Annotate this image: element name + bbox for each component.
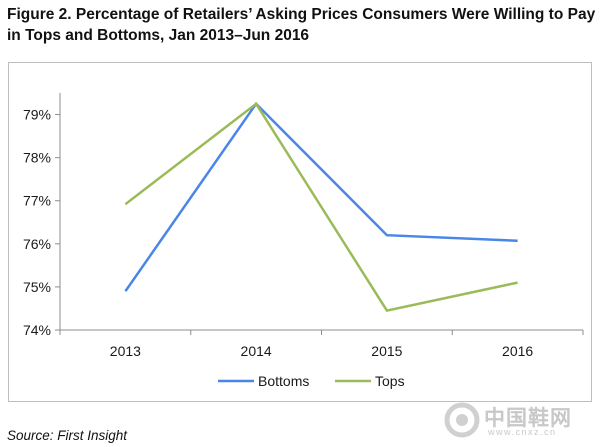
legend: Bottoms Tops [218,373,405,389]
x-axis-ticks: 2013 2014 2015 2016 [59,330,584,359]
y-axis-ticks: 74% 75% 76% 77% 78% 79% [23,107,60,338]
x-tick-label: 2013 [110,343,141,359]
watermark: 中国鞋网 www.cnxz.cn [442,400,592,440]
y-tick-label: 79% [23,107,51,123]
legend-label-bottoms: Bottoms [258,373,309,389]
series-line-tops [124,101,518,313]
chart-frame: 74% 75% 76% 77% 78% 79% 2013 2014 2015 2016 Bott… [8,62,592,402]
y-tick-label: 77% [23,193,51,209]
legend-label-tops: Tops [375,373,405,389]
y-tick-label: 74% [23,322,51,338]
figure-title: Figure 2. Percentage of Retailers’ Askin… [7,6,596,44]
source-note: Source: First Insight [7,428,128,443]
watermark-url: www.cnxz.cn [488,427,557,437]
series-line-bottoms [124,101,518,292]
y-tick-label: 78% [23,150,51,166]
y-tick-label: 75% [23,279,51,295]
series-lines [124,101,518,313]
watermark-logo-icon [444,402,480,438]
x-tick-label: 2015 [371,343,402,359]
watermark-text: 中国鞋网 [484,406,572,430]
y-tick-label: 76% [23,236,51,252]
x-tick-label: 2016 [502,343,533,359]
x-tick-label: 2014 [241,343,272,359]
line-chart: 74% 75% 76% 77% 78% 79% 2013 2014 2015 2016 Bott… [23,93,584,389]
